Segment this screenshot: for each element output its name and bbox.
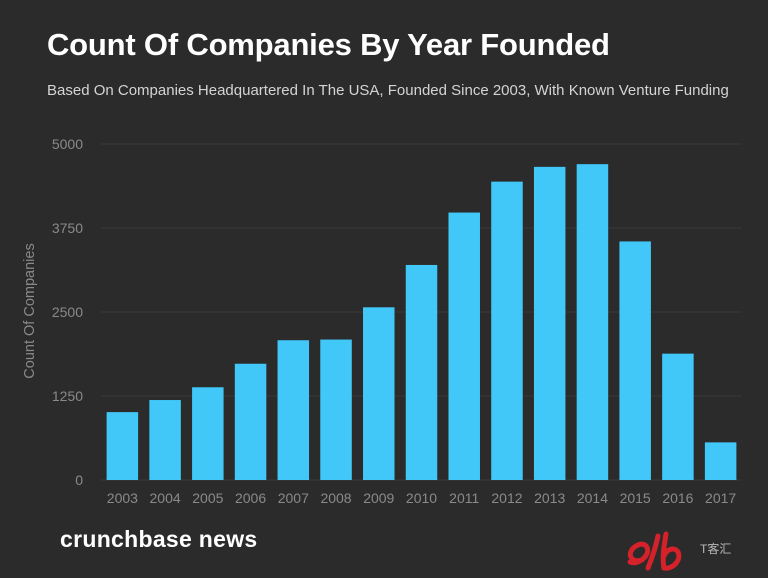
bar-2013: [533, 166, 566, 480]
bar-2017: [704, 442, 737, 480]
watermark-text: T客汇: [700, 542, 732, 556]
bar-2016: [662, 353, 694, 480]
x-tick-label: 2010: [406, 490, 437, 506]
chart-title: Count Of Companies By Year Founded: [47, 27, 610, 62]
bar-2007: [277, 340, 310, 480]
y-tick-label: 0: [75, 472, 83, 488]
bar-2008: [320, 339, 352, 480]
bar-2004: [149, 400, 181, 480]
crunchbase-news-logo: crunchbase news: [60, 526, 258, 552]
chart-subtitle: Based On Companies Headquartered In The …: [47, 82, 729, 99]
y-axis-ticks: 0 1250 2500 3750 5000: [52, 136, 83, 488]
watermark-logo-icon: [627, 531, 682, 571]
bar-2003: [106, 412, 139, 480]
bars: [106, 164, 737, 480]
x-tick-label: 2003: [107, 490, 138, 506]
y-tick-label: 1250: [52, 388, 83, 404]
x-tick-label: 2014: [577, 490, 608, 506]
y-tick-label: 5000: [52, 136, 83, 152]
bar-2005: [192, 387, 224, 480]
bar-2010: [405, 264, 438, 480]
bar-2014: [576, 164, 609, 480]
x-tick-label: 2012: [491, 490, 522, 506]
x-tick-label: 2008: [320, 490, 351, 506]
x-tick-label: 2015: [620, 490, 651, 506]
x-tick-label: 2016: [662, 490, 693, 506]
y-tick-label: 3750: [52, 220, 83, 236]
bar-2009: [363, 307, 395, 480]
x-tick-label: 2006: [235, 490, 266, 506]
x-tick-label: 2017: [705, 490, 736, 506]
x-tick-label: 2007: [278, 490, 309, 506]
x-tick-label: 2011: [449, 490, 479, 506]
x-axis-ticks: 2003 2004 2005 2006 2007 2008 2009 2010 2011 2012…: [107, 490, 737, 506]
y-tick-label: 2500: [52, 304, 83, 320]
x-tick-label: 2013: [534, 490, 565, 506]
x-tick-label: 2004: [150, 490, 181, 506]
bar-2012: [491, 181, 523, 480]
x-tick-label: 2005: [192, 490, 223, 506]
bar-2006: [234, 363, 267, 480]
x-tick-label: 2009: [363, 490, 394, 506]
bar-2015: [619, 241, 651, 480]
bar-2011: [448, 212, 480, 480]
